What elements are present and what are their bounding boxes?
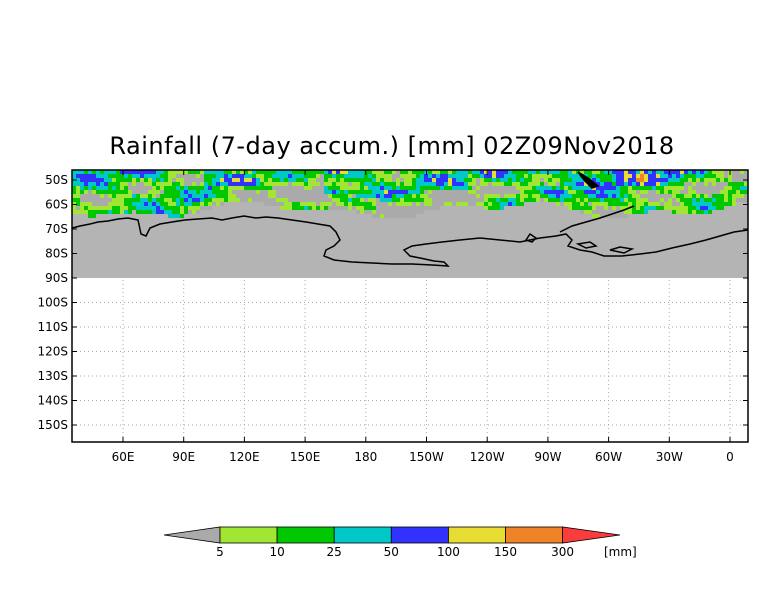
map-field xyxy=(72,170,748,278)
colorbar-threshold-label: 10 xyxy=(269,545,284,559)
latitude-label: 110S xyxy=(37,320,68,334)
latitude-axis: 50S 60S 70S 80S 90S 100S 110S 120S 130S 140S 150S xyxy=(37,173,748,432)
rainfall-cells xyxy=(72,170,748,218)
colorbar-threshold-label: 300 xyxy=(551,545,574,559)
latitude-label: 50S xyxy=(45,173,68,187)
longitude-label: 60E xyxy=(112,450,135,464)
colorbar-bin xyxy=(447,526,506,544)
colorbar-bin xyxy=(390,526,449,544)
latitude-label: 140S xyxy=(37,394,68,408)
longitude-label: 180 xyxy=(354,450,377,464)
colorbar-threshold-label: 50 xyxy=(384,545,399,559)
latitude-label: 70S xyxy=(45,222,68,236)
plot-frame xyxy=(71,169,749,443)
latitude-label: 60S xyxy=(45,198,68,212)
longitude-label: 120W xyxy=(470,450,505,464)
colorbar-threshold-label: 25 xyxy=(327,545,342,559)
longitude-label: 90W xyxy=(534,450,561,464)
longitude-axis: 60E 90E 120E 150E 180 150W 120W 90W 60W 30W 0 xyxy=(112,170,734,464)
colorbar-bin xyxy=(333,526,392,544)
latitude-label: 130S xyxy=(37,369,68,383)
colorbar-bin xyxy=(505,526,563,544)
longitude-label: 60W xyxy=(595,450,622,464)
map-gridlines xyxy=(72,280,748,442)
colorbar-below-triangle xyxy=(163,526,221,544)
colorbar-bin xyxy=(276,526,335,544)
latitude-label: 120S xyxy=(37,345,68,359)
latitude-label: 100S xyxy=(37,296,68,310)
longitude-label: 150W xyxy=(409,450,444,464)
longitude-label: 120E xyxy=(229,450,260,464)
latitude-label: 150S xyxy=(37,418,68,432)
colorbar-unit: [mm] xyxy=(604,545,637,559)
colorbar-threshold-label: 150 xyxy=(494,545,517,559)
colorbar-threshold-label: 5 xyxy=(216,545,224,559)
longitude-label: 150E xyxy=(290,450,321,464)
latitude-label: 80S xyxy=(45,247,68,261)
antarctic-coastline xyxy=(72,171,748,267)
map-title: Rainfall (7-day accum.) [mm] 02Z09Nov201… xyxy=(109,132,675,160)
colorbar-legend: 5 10 25 50 100 150 300 [mm] xyxy=(163,526,637,559)
colorbar-threshold-label: 100 xyxy=(437,545,460,559)
longitude-label: 0 xyxy=(726,450,734,464)
colorbar-bin xyxy=(219,526,278,544)
longitude-label: 30W xyxy=(656,450,683,464)
longitude-label: 90E xyxy=(172,450,195,464)
colorbar-above-triangle xyxy=(562,526,621,544)
latitude-label: 90S xyxy=(45,271,68,285)
